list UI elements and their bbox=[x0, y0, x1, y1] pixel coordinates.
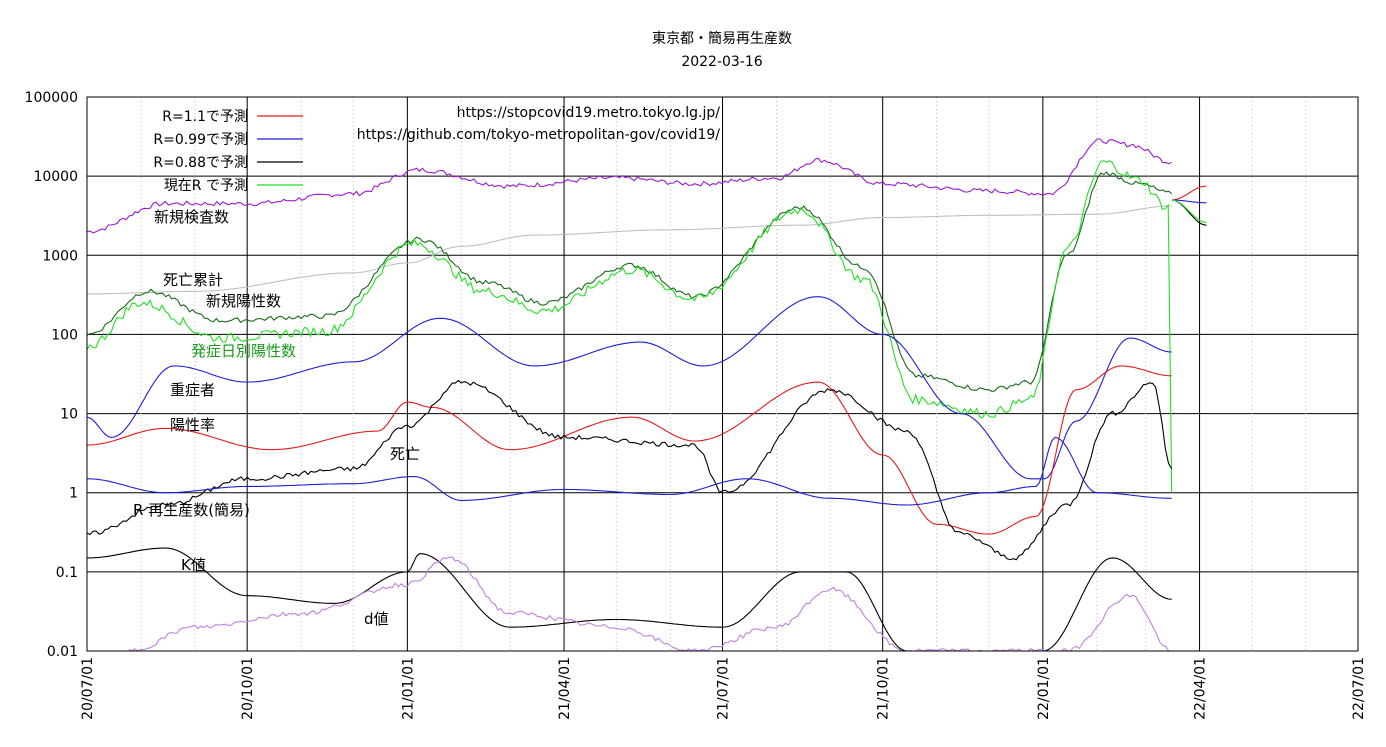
x-tick-label: 20/10/01 bbox=[240, 657, 256, 720]
series-annotation-label: 新規陽性数 bbox=[206, 292, 281, 310]
x-tick-label: 20/07/01 bbox=[80, 657, 96, 720]
series-layer bbox=[86, 138, 1207, 652]
series-annotation-label: 陽性率 bbox=[170, 416, 215, 434]
x-tick-label: 22/01/01 bbox=[1036, 657, 1052, 720]
y-tick-label: 10000 bbox=[33, 169, 78, 185]
y-tick-label: 100000 bbox=[25, 90, 78, 106]
legend-label: 現在R で予測 bbox=[164, 178, 248, 194]
series-annotation-label: d値 bbox=[364, 610, 389, 628]
series-line-7 bbox=[87, 436, 1172, 506]
y-tick-label: 100 bbox=[51, 327, 78, 343]
series-annotation-label: 新規検査数 bbox=[154, 208, 229, 226]
y-tick-label: 0.01 bbox=[47, 644, 78, 660]
legend-label: R=1.1で予測 bbox=[162, 109, 248, 125]
y-tick-label: 0.1 bbox=[56, 565, 78, 581]
legend-label: R=0.88で予測 bbox=[153, 155, 248, 171]
series-annotation-label: 死亡累計 bbox=[163, 271, 223, 289]
x-tick-label: 22/04/01 bbox=[1193, 657, 1209, 720]
x-tick-label: 21/07/01 bbox=[716, 657, 732, 720]
grid bbox=[86, 96, 1359, 652]
y-tick-label: 1 bbox=[69, 486, 78, 502]
series-annotation-label: 重症者 bbox=[170, 381, 215, 399]
chart-subtitle: 2022-03-16 bbox=[681, 54, 762, 70]
x-tick-label: 21/10/01 bbox=[876, 657, 892, 720]
series-annotation-label: 死亡 bbox=[390, 445, 420, 463]
series-line-11 bbox=[1171, 199, 1207, 204]
series-line-9 bbox=[128, 556, 1172, 652]
series-line-0 bbox=[86, 138, 1172, 234]
series-line-1 bbox=[87, 205, 1172, 295]
series-line-8 bbox=[87, 547, 1172, 652]
series-annotation-label: R 再生産数(簡易) bbox=[133, 501, 250, 519]
x-tick-label: 21/04/01 bbox=[557, 657, 573, 720]
series-line-3 bbox=[86, 160, 1173, 493]
plot-frame bbox=[86, 96, 1359, 652]
x-tick-label: 22/07/01 bbox=[1351, 657, 1367, 720]
source-url-1: https://stopcovid19.metro.tokyo.lg.jp/ bbox=[457, 105, 721, 121]
series-line-2 bbox=[86, 171, 1173, 392]
source-url-2: https://github.com/tokyo-metropolitan-go… bbox=[357, 127, 721, 143]
series-annotation-label: 発症日別陽性数 bbox=[191, 342, 296, 360]
legend-label: R=0.99で予測 bbox=[153, 132, 248, 148]
series-line-10 bbox=[1171, 185, 1207, 201]
y-tick-label: 10 bbox=[60, 407, 78, 423]
x-tick-label: 21/01/01 bbox=[400, 657, 416, 720]
series-line-13 bbox=[1171, 199, 1207, 223]
series-line-6 bbox=[86, 379, 1173, 561]
series-line-5 bbox=[86, 365, 1172, 535]
chart-title: 東京都・簡易再生産数 bbox=[652, 31, 792, 47]
y-tick-label: 1000 bbox=[42, 248, 78, 264]
series-annotation-label: K値 bbox=[181, 556, 206, 574]
series-line-4 bbox=[86, 296, 1172, 480]
